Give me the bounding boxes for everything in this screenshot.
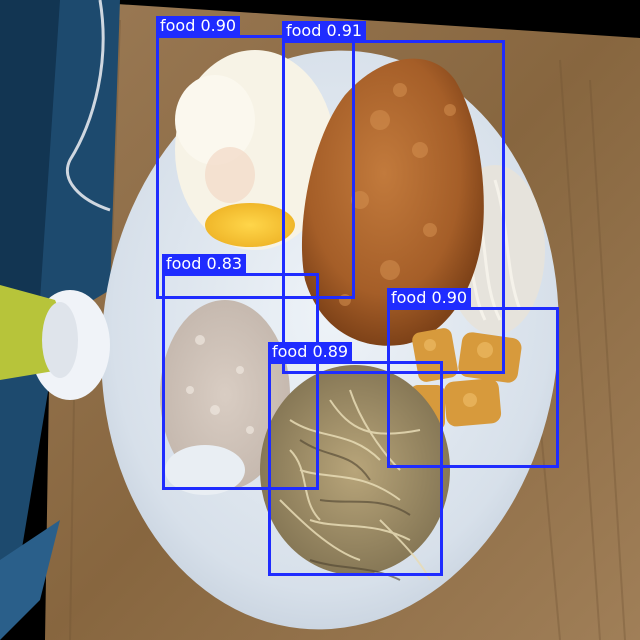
detection-label: food 0.91 <box>282 21 367 41</box>
detection-label: food 0.89 <box>268 342 353 362</box>
detection-box-sprouts: food 0.89 <box>268 342 443 576</box>
detection-label: food 0.83 <box>162 254 247 274</box>
detection-label: food 0.90 <box>156 16 241 36</box>
detection-box-egg: food 0.90 <box>156 16 355 299</box>
detection-label: food 0.90 <box>387 288 472 308</box>
detection-box-tofu: food 0.90 <box>387 288 559 468</box>
detection-box-chicken: food 0.91 <box>282 21 505 374</box>
detection-box-rice: food 0.83 <box>162 254 319 490</box>
